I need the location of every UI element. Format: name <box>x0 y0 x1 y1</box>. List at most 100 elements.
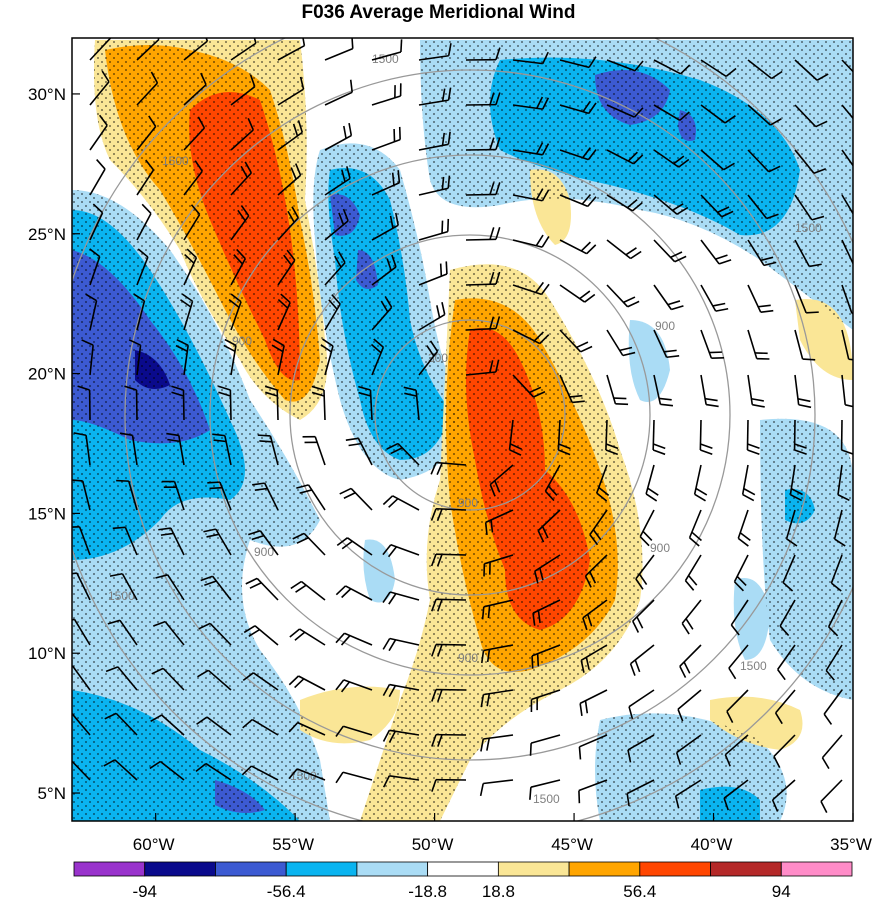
range-ring-labels: 300 900 900 900 900 900 900 1500 1500 15… <box>108 52 822 806</box>
wind-barb <box>230 117 255 151</box>
wind-barb <box>243 625 279 646</box>
wind-barb <box>290 580 326 601</box>
wind-barb <box>480 734 514 752</box>
wind-barb <box>386 442 420 466</box>
lon-tick-label: 45°W <box>551 835 593 854</box>
wind-barb <box>175 338 189 376</box>
wind-barb <box>582 599 608 631</box>
wind-barb <box>324 123 353 151</box>
wind-barb <box>465 316 501 331</box>
wind-barb <box>311 385 326 421</box>
wind-barb <box>508 419 523 456</box>
wind-barb <box>430 598 467 612</box>
colorbar-label: -56.4 <box>267 882 306 900</box>
map-frame <box>71 37 854 822</box>
wind-barb <box>104 712 138 736</box>
wind-barb <box>653 374 674 407</box>
wind-barb <box>158 527 185 556</box>
significance-stippling <box>72 40 853 821</box>
ring-label: 900 <box>458 651 478 665</box>
wind-barb <box>345 437 373 466</box>
wind-barb <box>197 669 232 691</box>
wind-barb <box>72 572 91 601</box>
wind-barb <box>203 528 232 556</box>
wind-barb <box>730 599 749 636</box>
wind-barb <box>371 83 402 106</box>
wind-barb <box>150 714 185 736</box>
positive-wind-region <box>710 696 803 750</box>
wind-barb <box>484 509 514 536</box>
wind-barb <box>606 329 636 357</box>
wind-barb <box>382 637 420 652</box>
wind-barb <box>252 482 279 511</box>
wind-barb <box>559 193 597 208</box>
wind-barb <box>589 509 608 546</box>
wind-barb <box>382 775 420 788</box>
wind-barb <box>89 38 112 61</box>
wind-barb <box>418 340 439 376</box>
wind-barb <box>747 284 774 313</box>
wind-barb <box>296 484 326 511</box>
wind-barb <box>794 59 829 81</box>
wind-barb <box>512 281 550 296</box>
wind-barb <box>675 734 702 765</box>
wind-barb <box>370 338 385 376</box>
wind-barb <box>288 675 326 691</box>
wind-barb <box>512 234 550 248</box>
negative-wind-region <box>733 578 770 660</box>
wind-barb <box>207 481 232 511</box>
wind-barb <box>480 644 514 664</box>
wind-barb <box>89 70 110 106</box>
wind-barb <box>430 507 467 522</box>
wind-barb <box>245 577 279 601</box>
wind-barb <box>737 509 751 547</box>
wind-barb <box>606 284 640 308</box>
wind-barb <box>103 759 138 781</box>
wind-barb <box>512 96 550 110</box>
colorbar-swatch <box>710 861 782 877</box>
wind-barb <box>107 619 138 646</box>
colorbar: -94 -56.4 -18.8 18.8 56.4 94 <box>73 861 853 900</box>
wind-barb <box>529 734 561 756</box>
wind-barb <box>841 104 853 120</box>
wind-barb <box>431 778 467 792</box>
wind-barb <box>483 554 514 577</box>
wind-barb <box>700 329 725 359</box>
wind-barb <box>183 38 209 61</box>
wind-barb <box>183 72 207 106</box>
wind-barb <box>324 166 351 196</box>
wind-barb <box>559 100 597 115</box>
wind-barb <box>627 734 655 763</box>
wind-barb <box>771 779 796 812</box>
wind-barb <box>746 419 760 455</box>
wind-barb <box>292 532 326 556</box>
wind-barb <box>230 248 247 286</box>
wind-barb <box>726 689 749 723</box>
wind-barb <box>382 729 420 743</box>
wind-barb <box>700 374 719 408</box>
wind-barb <box>700 239 732 265</box>
wind-barb <box>289 628 326 646</box>
colorbar-label: 56.4 <box>623 882 656 900</box>
wind-barb <box>72 526 91 556</box>
wind-barb <box>774 689 796 725</box>
wind-barb <box>825 644 843 681</box>
ring-label: 900 <box>458 496 478 510</box>
ring-label: 900 <box>650 541 670 555</box>
wind-barb <box>465 271 501 286</box>
ring-label: 1500 <box>162 154 189 168</box>
wind-barb <box>653 59 691 75</box>
wind-barb <box>628 689 655 720</box>
latitude-axis: 30°N 25°N 20°N 15°N 10°N 5°N <box>28 85 80 803</box>
wind-barb <box>559 284 596 303</box>
wind-barb <box>136 248 149 286</box>
lat-tick-label: 30°N <box>28 85 66 104</box>
wind-barb <box>794 239 822 268</box>
wind-barb <box>679 644 702 678</box>
wind-barb <box>212 433 232 466</box>
wind-barb <box>653 104 690 122</box>
wind-barb <box>830 554 843 592</box>
wind-barbs <box>72 38 853 814</box>
wind-barb <box>418 218 450 241</box>
